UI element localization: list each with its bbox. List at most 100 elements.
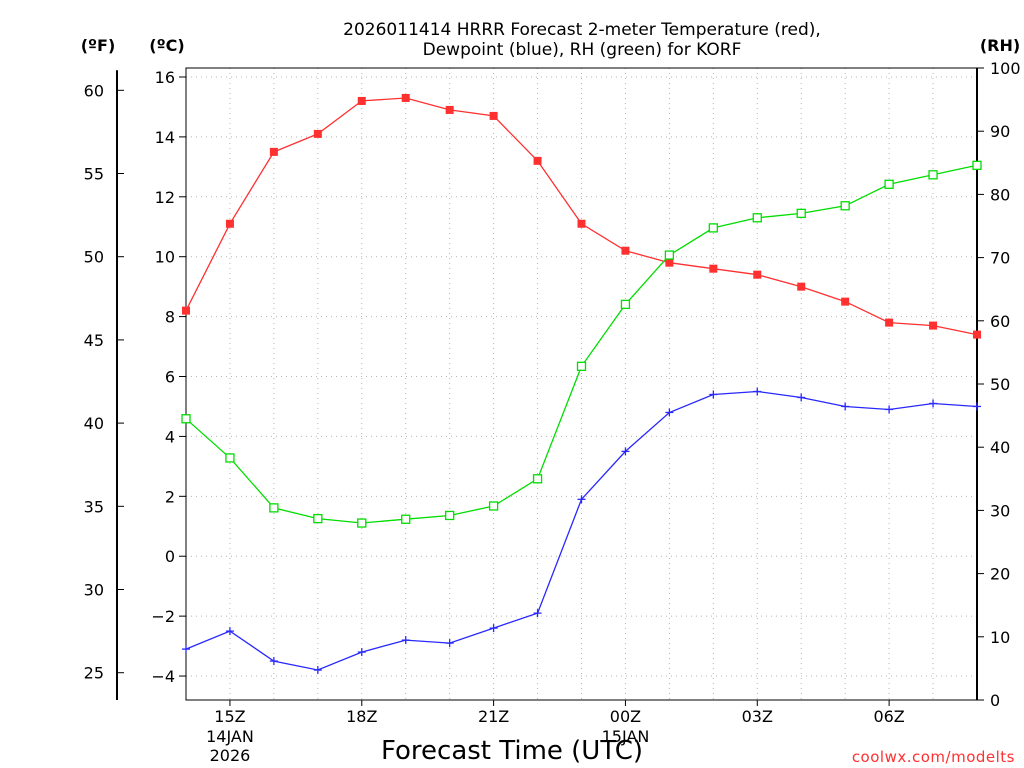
data-point-temperature [357,96,366,105]
data-point-dewpoint [797,393,806,402]
data-point-dewpoint [182,645,190,654]
data-point-dewpoint [621,447,630,456]
rh-tick-label: 0 [990,691,1000,710]
rh-axis-label: (RH) [980,36,1020,55]
rh-tick-label: 10 [990,628,1010,647]
data-point-rh [445,510,455,521]
data-point-dewpoint [665,408,674,417]
x-tick-label: 06Z [873,707,904,726]
data-point-temperature [313,129,322,138]
series-dewpoint [182,387,981,675]
grid [185,68,978,700]
data-point-temperature [533,156,542,165]
data-point-dewpoint [357,648,366,657]
chart-title-line2: Dewpoint (blue), RH (green) for KORF [423,40,742,60]
celsius-tick-label: −4 [151,667,175,686]
data-point-rh [181,414,191,424]
axes: −4 −2 0 2 4 6 8 10 12 14 16 25 30 35 40 45 50 55 60 0 10 20 30… [84,59,1021,710]
celsius-tick-label: 0 [165,547,175,566]
fahrenheit-tick-label: 55 [84,164,104,183]
data-point-dewpoint [533,609,542,618]
data-point-rh [796,208,806,219]
data-point-temperature [621,246,630,255]
data-point-temperature [445,105,454,114]
data-point-dewpoint [929,399,938,408]
data-point-dewpoint [489,624,498,633]
rh-tick-label: 40 [990,438,1010,457]
fahrenheit-tick-label: 40 [84,414,104,433]
data-point-rh [620,299,631,310]
rh-tick-label: 60 [990,312,1010,331]
celsius-tick-label: 16 [155,68,175,87]
celsius-tick-label: 10 [155,248,175,267]
data-point-dewpoint [709,390,718,399]
celsius-tick-label: 12 [155,188,175,207]
data-point-temperature [577,219,586,228]
data-point-temperature [269,147,278,156]
data-point-temperature [841,297,850,306]
rh-tick-label: 20 [990,565,1010,584]
celsius-tick-label: 4 [165,427,175,446]
data-point-temperature [225,219,234,228]
data-point-temperature [182,306,190,315]
credit-text: coolwx.com/modelts [852,748,1015,766]
data-point-dewpoint [445,639,454,648]
data-point-dewpoint [401,636,410,645]
x-tick-date: 14JAN [206,727,254,746]
data-point-temperature [489,111,498,120]
data-point-dewpoint [753,387,762,396]
x-tick-date: 15JAN [602,727,650,746]
rh-tick-label: 30 [990,501,1010,520]
fahrenheit-tick-label: 45 [84,331,104,350]
data-point-rh [532,474,543,484]
x-axis-title: Forecast Time (UTC) [381,736,643,766]
x-tick-label: 00Z [610,707,641,726]
data-point-rh [357,518,367,528]
data-point-temperature [797,282,806,291]
data-point-rh [664,250,675,260]
x-tick-label: 03Z [742,707,773,726]
x-tick-label: 18Z [346,707,377,726]
series-layer [181,93,982,675]
data-point-temperature [665,258,674,267]
celsius-axis-label: (ºC) [149,36,184,55]
data-point-temperature [753,270,762,279]
data-point-rh [269,503,279,513]
fahrenheit-axis-label: (ºF) [81,36,116,55]
data-point-temperature [709,264,718,273]
data-point-rh [576,361,587,371]
data-point-rh [752,213,762,223]
rh-tick-label: 50 [990,375,1010,394]
x-tick-year: 2026 [210,746,251,765]
series-temperature [182,93,981,339]
rh-tick-label: 90 [990,122,1010,141]
data-point-dewpoint [577,495,586,504]
series-rh [181,160,982,528]
fahrenheit-tick-label: 35 [84,497,104,516]
data-point-rh [225,453,235,463]
fahrenheit-tick-label: 60 [84,81,104,100]
chart-title-line1: 2026011414 HRRR Forecast 2-meter Tempera… [343,20,821,40]
data-point-temperature [401,93,410,102]
data-point-temperature [973,330,981,339]
fahrenheit-tick-label: 30 [84,581,104,600]
celsius-tick-label: −2 [151,607,175,626]
celsius-tick-label: 2 [165,487,175,506]
data-point-dewpoint [225,627,234,636]
data-point-temperature [929,321,938,330]
rh-tick-label: 70 [990,249,1010,268]
data-point-rh [840,201,850,211]
data-point-rh [313,513,323,524]
data-point-dewpoint [973,402,981,411]
data-point-dewpoint [313,666,322,675]
rh-tick-label: 80 [990,185,1010,204]
data-point-temperature [885,318,894,327]
celsius-tick-label: 8 [165,308,175,327]
data-point-rh [928,170,938,180]
data-point-dewpoint [269,657,278,666]
celsius-tick-label: 14 [155,128,175,147]
fahrenheit-tick-label: 50 [84,248,104,267]
data-point-dewpoint [841,402,850,411]
